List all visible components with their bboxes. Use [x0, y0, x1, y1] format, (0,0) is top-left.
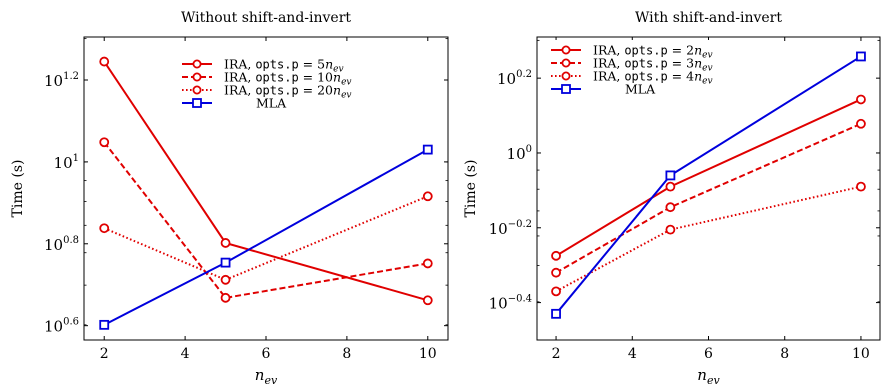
- x-tick-label: 6: [704, 346, 713, 362]
- legend-marker: [561, 45, 571, 55]
- x-tick-label: 4: [628, 346, 637, 362]
- legend-label: IRA, opts.p = 4nev: [593, 69, 713, 87]
- data-point: [220, 274, 231, 285]
- y-tick-label: 100.8: [44, 235, 79, 254]
- data-point: [220, 238, 231, 248]
- series-line: [555, 122, 862, 274]
- data-point: [422, 295, 433, 306]
- chart-panel-right: With shift-and-invert 2 4 6 8 10 10−0.4 10−0.2 1…: [463, 10, 881, 387]
- data-point: [99, 56, 110, 67]
- x-tick-label: 4: [181, 346, 190, 362]
- data-point: [99, 137, 110, 148]
- data-point: [856, 118, 866, 129]
- data-point: [551, 267, 561, 278]
- chart-panel-left: Without shift-and-invert 2 4 6 8 10 100.6 100.8…: [10, 10, 449, 387]
- series-line: [103, 148, 429, 326]
- data-point: [422, 144, 433, 155]
- data-point: [665, 202, 676, 213]
- x-tick-label: 10: [852, 346, 870, 362]
- series-line: [103, 141, 428, 299]
- y-tick-label: 101.2: [44, 71, 79, 90]
- data-point: [665, 181, 676, 192]
- y-axis-label: Time (s): [463, 160, 479, 218]
- data-point: [551, 286, 561, 297]
- legend-marker: [192, 98, 202, 108]
- y-tick-label: 101: [54, 153, 79, 172]
- y-tick-label: 10−0.2: [489, 219, 532, 238]
- series-line: [555, 185, 862, 293]
- data-point: [665, 224, 676, 235]
- data-point: [856, 181, 866, 192]
- x-tick-label: 2: [552, 346, 561, 362]
- x-axis-label: nev: [697, 366, 720, 387]
- data-point: [856, 51, 866, 62]
- x-tick-label: 8: [780, 346, 789, 362]
- legend-label: MLA: [625, 82, 656, 97]
- data-point: [220, 292, 231, 303]
- data-point: [99, 223, 110, 234]
- data-point: [551, 250, 561, 261]
- chart-title: Without shift-and-invert: [181, 10, 351, 26]
- x-tick-label: 10: [419, 346, 437, 362]
- data-point: [99, 319, 110, 330]
- chart-title: With shift-and-invert: [635, 10, 782, 26]
- data-point: [220, 257, 231, 268]
- y-tick-label: 10−0.4: [489, 294, 532, 313]
- legend-marker: [561, 71, 571, 81]
- data-point: [665, 170, 676, 181]
- x-tick-label: 6: [262, 346, 271, 362]
- legend-marker: [561, 84, 571, 94]
- y-tick-label: 100.6: [44, 317, 79, 336]
- data-point: [422, 258, 433, 269]
- legend-label: IRA, opts.p = 10nev: [224, 70, 352, 88]
- legend-marker: [192, 59, 202, 69]
- y-tick-label: 100: [507, 144, 532, 163]
- data-point: [551, 308, 561, 319]
- legend-label: IRA, opts.p = 3nev: [593, 56, 713, 74]
- data-point: [422, 191, 433, 202]
- y-tick-label: 100.2: [497, 69, 532, 88]
- series-line: [103, 195, 429, 281]
- y-axis-label: Time (s): [10, 160, 26, 218]
- x-tick-label: 2: [100, 346, 109, 362]
- legend-label: IRA, opts.p = 2nev: [593, 43, 713, 61]
- x-tick-label: 8: [342, 346, 351, 362]
- series-line: [555, 98, 862, 257]
- legend-label: IRA, opts.p = 5nev: [224, 57, 344, 75]
- legend-label: MLA: [256, 96, 287, 111]
- data-point: [856, 94, 866, 105]
- legend-label: IRA, opts.p = 20nev: [224, 83, 352, 101]
- x-axis-label: nev: [255, 366, 278, 387]
- legend-marker: [192, 85, 202, 95]
- legend-marker: [561, 58, 571, 68]
- legend-marker: [192, 72, 202, 82]
